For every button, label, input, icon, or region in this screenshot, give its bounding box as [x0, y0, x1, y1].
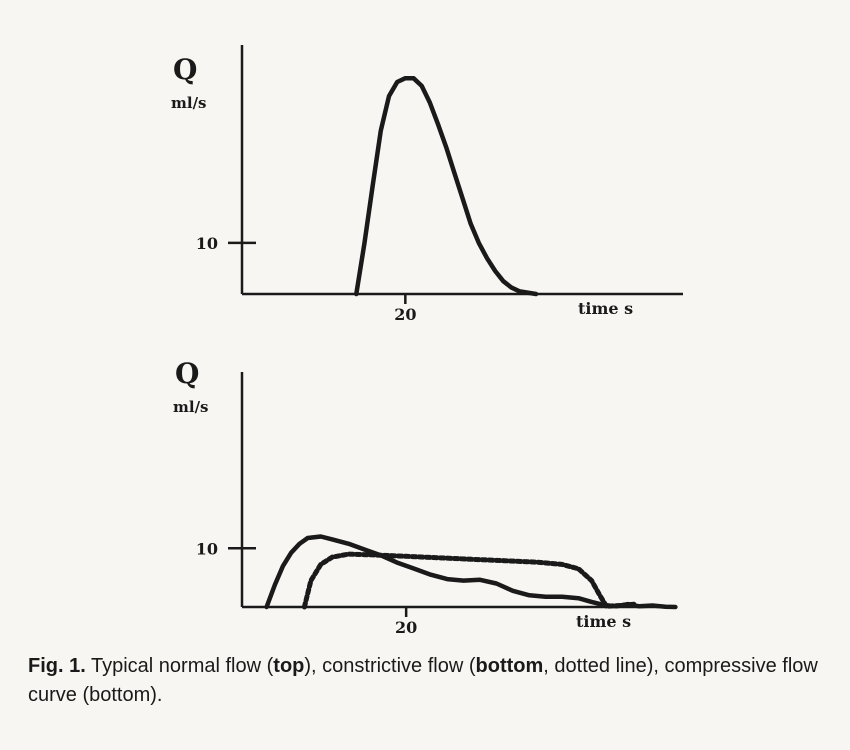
chart-top-series-solid-line	[354, 75, 539, 297]
chart-bottom-ytick-label-0: 10	[196, 539, 218, 558]
chart-top-ylabel: Q	[173, 53, 197, 86]
chart-bottom-yunit: ml/s	[173, 398, 209, 416]
caption-bottom-bold: bottom	[475, 655, 544, 677]
chart-top-xlabel: time s	[578, 299, 633, 318]
chart-top-xtick-label-0: 20	[394, 305, 416, 324]
chart-bottom-series-group	[264, 534, 678, 610]
figure-caption: Fig. 1. Typical normal flow (top), const…	[28, 652, 838, 710]
chart-bottom-x-ticks: 20	[395, 607, 417, 637]
chart-top-yunit: ml/s	[171, 94, 207, 112]
figure: Q ml/s 10 20 time s Q ml/s 10 20 time s	[171, 45, 683, 637]
caption-text-2: ), constrictive flow (	[304, 655, 476, 677]
chart-bottom-y-ticks: 10	[196, 539, 256, 558]
caption-fig-label: Fig. 1.	[28, 655, 86, 677]
chart-top-normal-flow: Q ml/s 10 20 time s	[171, 45, 683, 324]
chart-top-x-ticks: 20	[394, 294, 416, 324]
chart-top-ytick-label-0: 10	[196, 234, 218, 253]
chart-bottom-series-solid-line	[264, 534, 678, 610]
chart-bottom-xtick-label-0: 20	[395, 618, 417, 637]
caption-top-bold: top	[273, 655, 305, 677]
chart-bottom-constrictive-flow: Q ml/s 10 20 time s	[173, 357, 678, 637]
chart-bottom-xlabel: time s	[576, 612, 631, 631]
caption-text-1: Typical normal flow (	[85, 655, 274, 677]
chart-top-y-ticks: 10	[196, 234, 256, 253]
chart-bottom-series-dotted-line	[301, 551, 639, 610]
caption-text-3: , dotted line), compressive flow curve (…	[28, 655, 818, 706]
chart-bottom-ylabel: Q	[175, 357, 199, 390]
chart-top-series-group	[354, 75, 539, 297]
